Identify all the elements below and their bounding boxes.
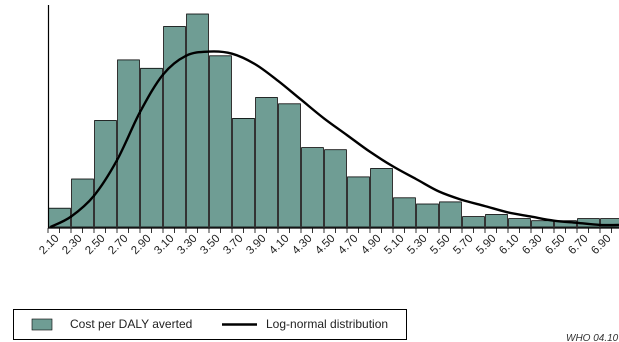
bar-4.30 <box>301 147 324 228</box>
bar-3.70 <box>232 118 255 228</box>
x-tick-label-3.10: 3.10 <box>152 233 176 257</box>
x-axis-ticks <box>47 228 612 233</box>
series-line-log-normal <box>49 50 619 229</box>
x-tick-label-6.30: 6.30 <box>520 233 544 257</box>
x-tick-label-5.70: 5.70 <box>451 233 475 257</box>
bar-2.70 <box>117 59 140 228</box>
legend-swatch-bars <box>31 318 53 331</box>
x-tick-label-4.50: 4.50 <box>313 233 337 257</box>
bar-5.70 <box>462 216 485 228</box>
bar-5.50 <box>439 201 462 228</box>
legend-frame <box>13 309 407 340</box>
x-tick-label-3.30: 3.30 <box>175 233 199 257</box>
bar-4.70 <box>347 176 370 228</box>
bar-2.50 <box>94 120 117 228</box>
x-tick-label-6.50: 6.50 <box>543 233 567 257</box>
bar-3.30 <box>186 13 209 228</box>
bar-6.30 <box>531 220 554 228</box>
x-tick-label-6.90: 6.90 <box>589 233 613 257</box>
legend-label-bars: Cost per DALY averted <box>70 317 192 331</box>
bar-5.10 <box>393 197 416 228</box>
x-tick-label-3.90: 3.90 <box>244 233 268 257</box>
x-tick-label-4.10: 4.10 <box>267 233 291 257</box>
bar-2.90 <box>140 67 163 228</box>
x-tick-label-2.50: 2.50 <box>83 233 107 257</box>
x-tick-label-4.90: 4.90 <box>359 233 383 257</box>
x-axis-tick-labels: 2.102.302.502.702.903.103.303.503.703.90… <box>37 233 613 257</box>
x-tick-label-6.70: 6.70 <box>566 233 590 257</box>
bar-6.10 <box>508 218 531 228</box>
bar-5.90 <box>485 214 508 228</box>
source-note: WHO 04.10 <box>566 333 619 342</box>
x-tick-label-2.30: 2.30 <box>60 233 84 257</box>
x-tick-label-6.10: 6.10 <box>497 233 521 257</box>
x-tick-label-2.10: 2.10 <box>37 233 61 257</box>
bar-3.10 <box>163 26 186 228</box>
legend: Cost per DALY averted Log-normal distrib… <box>13 309 407 340</box>
bar-4.10 <box>278 103 301 228</box>
legend-label-line: Log-normal distribution <box>266 317 388 331</box>
x-tick-label-2.70: 2.70 <box>106 233 130 257</box>
x-tick-label-4.30: 4.30 <box>290 233 314 257</box>
x-tick-label-3.70: 3.70 <box>221 233 245 257</box>
bar-6.90 <box>600 218 619 228</box>
x-tick-label-4.70: 4.70 <box>336 233 360 257</box>
x-tick-label-5.50: 5.50 <box>428 233 452 257</box>
x-tick-label-3.50: 3.50 <box>198 233 222 257</box>
bar-3.90 <box>255 97 278 228</box>
x-tick-label-5.30: 5.30 <box>405 233 429 257</box>
histogram-bars <box>48 13 619 228</box>
bar-3.50 <box>209 55 232 228</box>
x-tick-label-5.90: 5.90 <box>474 233 498 257</box>
x-tick-label-2.90: 2.90 <box>129 233 153 257</box>
bar-4.50 <box>324 149 347 228</box>
bar-5.30 <box>416 203 439 228</box>
bar-4.90 <box>370 168 393 228</box>
x-tick-label-5.10: 5.10 <box>382 233 406 257</box>
bar-2.30 <box>71 178 94 228</box>
